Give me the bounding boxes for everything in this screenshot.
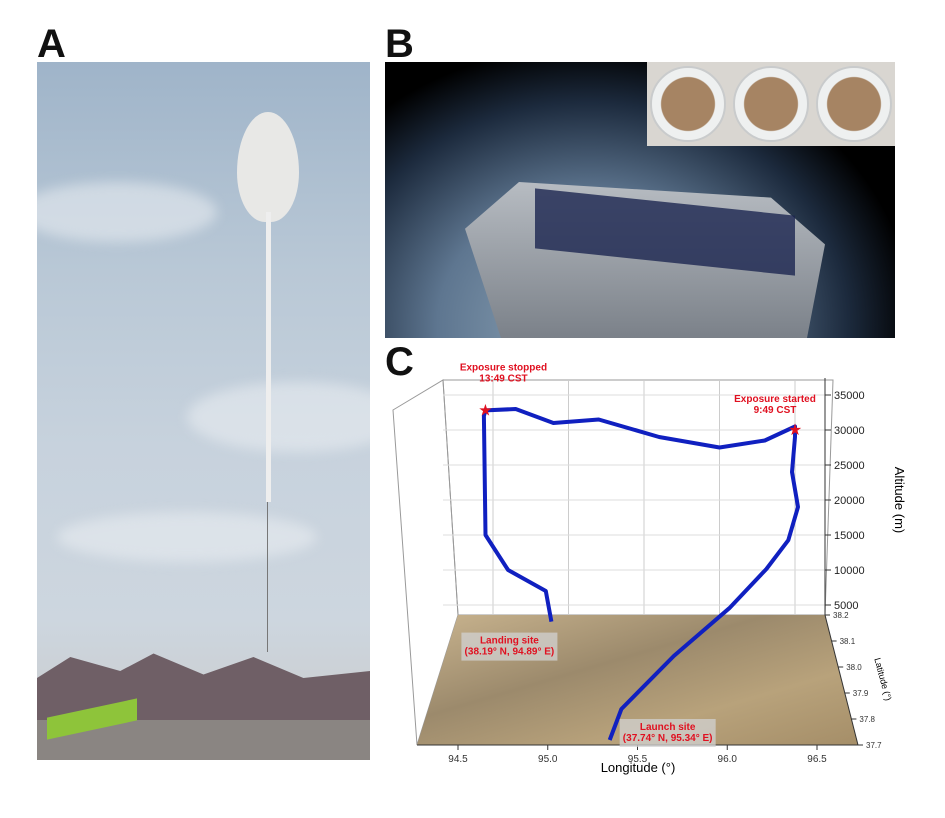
- annotation-box: [461, 632, 558, 661]
- z-tick-label: 25000: [834, 460, 865, 472]
- annotation-box: [619, 719, 716, 747]
- z-axis-label: Altitude (m): [892, 467, 907, 533]
- z-tick-label: 10000: [834, 565, 865, 577]
- star-marker: ★: [788, 422, 802, 439]
- x-tick-label: 96.5: [807, 754, 827, 765]
- y-tick-label: 38.1: [840, 637, 856, 646]
- sample-dishes-inset: [647, 62, 895, 146]
- annotation-sublabel: 9:49 CST: [754, 405, 797, 416]
- x-tick-label: 95.5: [628, 754, 648, 765]
- sample-dish: [650, 66, 727, 142]
- annotation-label: Exposure started: [734, 394, 816, 405]
- panel-label-b: B: [385, 22, 414, 66]
- z-tick-label: 20000: [834, 495, 865, 507]
- balloon-launch-photo: [37, 62, 370, 760]
- tether: [266, 212, 271, 502]
- y-tick-label: 38.0: [846, 663, 862, 672]
- x-tick-label: 94.5: [448, 754, 468, 765]
- sample-dish: [815, 66, 892, 142]
- payload: [267, 502, 268, 652]
- annotation-label: Landing site: [480, 636, 539, 647]
- star-marker: ★: [478, 402, 492, 419]
- stratosphere-exposure-photo: [385, 62, 895, 338]
- x-tick-label: 96.0: [718, 754, 738, 765]
- sample-dish: [732, 66, 809, 142]
- annotation-label: Launch site: [640, 722, 696, 733]
- panel-label-c: C: [385, 340, 414, 384]
- y-tick-label: 38.2: [833, 611, 849, 620]
- x-axis-label: Longitude (°): [601, 760, 676, 775]
- x-tick-label: 95.0: [538, 754, 558, 765]
- z-tick-label: 35000: [834, 390, 865, 402]
- z-tick-label: 15000: [834, 530, 865, 542]
- balloon: [237, 112, 299, 222]
- y-tick-label: 37.7: [866, 741, 882, 750]
- annotation-sublabel: 13:49 CST: [479, 373, 527, 384]
- y-tick-label: 37.8: [859, 715, 875, 724]
- y-axis-label: Latitude (°): [872, 657, 893, 702]
- panel-label-a: A: [37, 22, 66, 66]
- z-tick-label: 5000: [834, 600, 858, 612]
- annotation-label: Exposure stopped: [460, 362, 547, 373]
- z-tick-label: 30000: [834, 425, 865, 437]
- y-tick-label: 37.9: [853, 689, 869, 698]
- y-axis-line: [824, 614, 859, 746]
- annotation-sublabel: (37.74° N, 95.34° E): [623, 733, 713, 744]
- annotation-sublabel: (38.19° N, 94.89° E): [465, 647, 555, 658]
- gridlines: [443, 380, 825, 615]
- trajectory-line: [481, 407, 800, 741]
